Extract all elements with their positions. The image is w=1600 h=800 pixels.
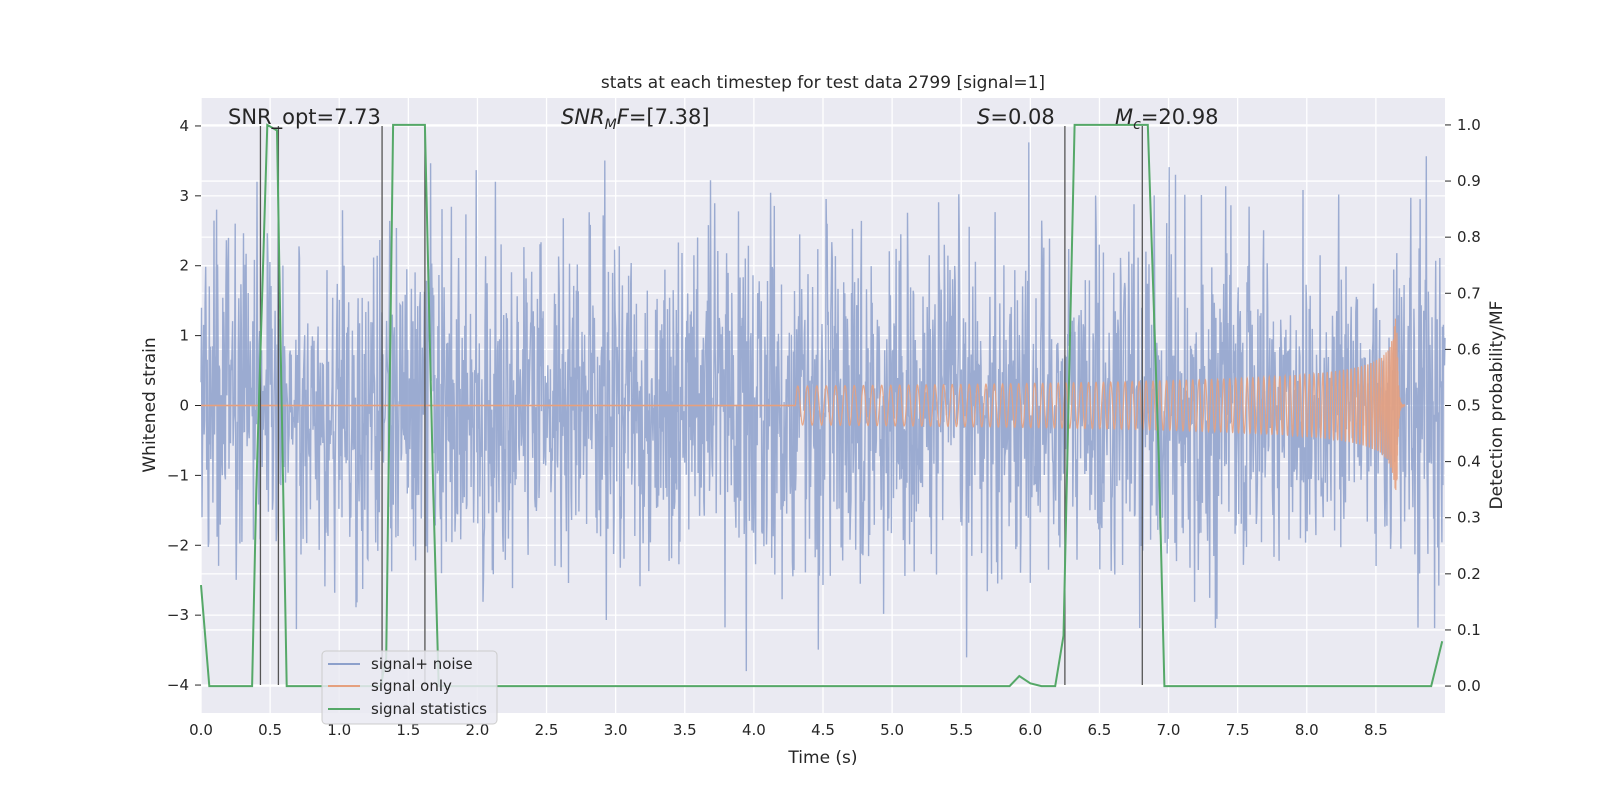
x-tick-label: 7.5 [1226, 721, 1250, 739]
x-tick-label: 1.5 [396, 721, 420, 739]
legend-label-signal: signal only [371, 677, 452, 695]
left-y-axis-label: Whitened strain [140, 337, 160, 472]
y-left-tick-label: 3 [179, 187, 189, 205]
y-right-tick-label: 0.1 [1457, 621, 1481, 639]
annotation-mchirp: Mc=20.98 [1115, 105, 1219, 133]
chart-title: stats at each timestep for test data 279… [601, 73, 1045, 93]
series-signal-only [201, 318, 1406, 491]
stats-line [200, 123, 1444, 688]
x-tick-label: 5.0 [880, 721, 904, 739]
legend-label-stats: signal statistics [371, 700, 487, 718]
annotation-snr-opt: SNR_opt=7.73 [228, 105, 381, 130]
annotation-s-stat-value: =0.08 [990, 105, 1054, 129]
y-right-tick-label: 0.6 [1457, 340, 1481, 358]
y-right-tick-label: 0.4 [1457, 453, 1481, 471]
legend-box [321, 650, 498, 725]
y-right-tick-label: 0.2 [1457, 565, 1481, 583]
y-right-tick-label: 0.0 [1457, 677, 1481, 695]
y-left-tick-label: −3 [167, 606, 189, 624]
x-tick-label: 7.0 [1157, 721, 1181, 739]
annotation-snr-mf-value: =[7.38] [629, 105, 710, 129]
annotation-mchirp-value: =20.98 [1141, 105, 1219, 129]
y-right-tick-label: 0.3 [1457, 509, 1481, 527]
right-y-axis-label: Detection probability/MF [1487, 301, 1507, 510]
annotation-s-stat: S=0.08 [977, 105, 1055, 129]
x-tick-label: 2.5 [535, 721, 559, 739]
right-y-axis-ticks: 1.0 0.9 0.8 0.7 0.6 0.5 0.4 0.3 0.2 0.1 0.0 [1445, 116, 1481, 695]
x-tick-label: 8.5 [1364, 721, 1388, 739]
y-right-tick-label: 0.8 [1457, 228, 1481, 246]
y-left-tick-label: 2 [179, 257, 189, 275]
x-tick-label: 4.0 [742, 721, 766, 739]
x-axis-ticks: 0.0 0.5 1.0 1.5 2.0 2.5 3.0 3.5 4.0 4.5 5.0 5.5 6.0 6… [189, 721, 1388, 739]
y-left-tick-label: −2 [167, 536, 189, 554]
x-axis-label: Time (s) [787, 748, 857, 768]
x-tick-label: 3.0 [604, 721, 628, 739]
series-signal-plus-noise [200, 142, 1446, 672]
y-left-tick-label: −4 [167, 676, 189, 694]
y-left-tick-label: 1 [179, 327, 189, 345]
y-right-tick-label: 1.0 [1457, 116, 1481, 134]
y-right-tick-label: 0.5 [1457, 397, 1481, 415]
x-tick-label: 2.0 [466, 721, 490, 739]
x-tick-label: 6.0 [1018, 721, 1042, 739]
x-tick-label: 6.5 [1088, 721, 1112, 739]
x-tick-label: 1.0 [327, 721, 351, 739]
annotation-snr-mf: SNRMF=[7.38] [561, 105, 710, 133]
x-tick-label: 5.5 [949, 721, 973, 739]
legend-label-noise: signal+ noise [371, 655, 473, 673]
y-right-tick-label: 0.9 [1457, 172, 1481, 190]
y-left-tick-label: 4 [179, 117, 189, 135]
x-tick-label: 0.5 [258, 721, 282, 739]
noise-line [200, 142, 1446, 672]
y-left-tick-label: 0 [179, 397, 189, 415]
x-tick-label: 4.5 [811, 721, 835, 739]
x-tick-label: 0.0 [189, 721, 213, 739]
y-left-tick-label: −1 [167, 466, 189, 484]
series-signal-statistics [200, 123, 1444, 688]
left-y-axis-ticks: 4 3 2 1 0 −1 −2 −3 −4 [167, 117, 201, 694]
x-tick-label: 8.0 [1295, 721, 1319, 739]
x-tick-label: 3.5 [673, 721, 697, 739]
legend: signal+ noise signal only signal statist… [321, 650, 498, 725]
y-right-tick-label: 0.7 [1457, 284, 1481, 302]
